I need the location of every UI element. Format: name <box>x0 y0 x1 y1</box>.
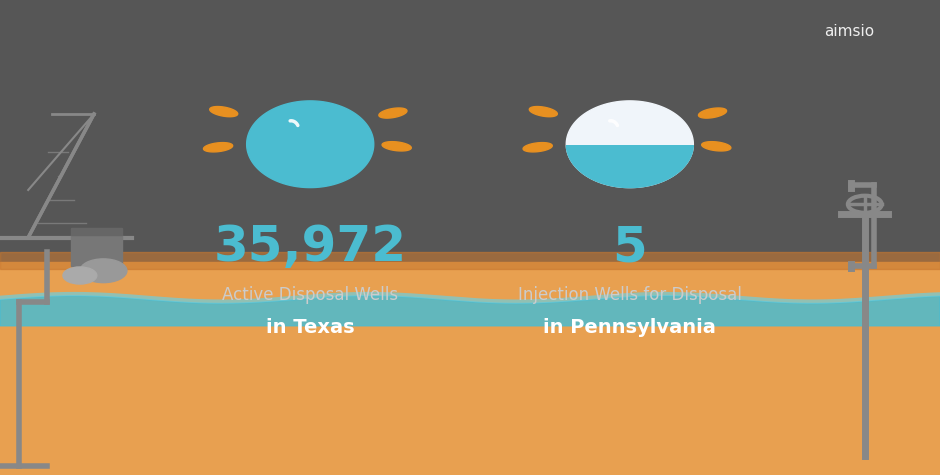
Text: in Texas: in Texas <box>266 318 354 337</box>
Polygon shape <box>698 108 727 118</box>
Polygon shape <box>210 106 238 117</box>
Polygon shape <box>382 142 412 151</box>
Polygon shape <box>0 262 940 475</box>
Polygon shape <box>566 101 694 188</box>
Text: in Pennsylvania: in Pennsylvania <box>543 318 716 337</box>
Text: Injection Wells for Disposal: Injection Wells for Disposal <box>518 285 742 304</box>
Text: 35,972: 35,972 <box>213 223 407 271</box>
Polygon shape <box>0 296 940 326</box>
Bar <box>70 228 122 235</box>
Bar <box>70 235 122 266</box>
Text: 5: 5 <box>613 223 647 271</box>
Circle shape <box>80 259 127 283</box>
Polygon shape <box>203 142 233 152</box>
Polygon shape <box>529 106 557 117</box>
Polygon shape <box>379 108 407 118</box>
Text: aimsio: aimsio <box>824 24 874 39</box>
Polygon shape <box>566 146 694 188</box>
Polygon shape <box>246 101 374 188</box>
Circle shape <box>63 267 97 284</box>
Polygon shape <box>523 142 553 152</box>
Polygon shape <box>701 142 731 151</box>
Polygon shape <box>0 252 940 269</box>
Text: Active Disposal Wells: Active Disposal Wells <box>222 285 399 304</box>
